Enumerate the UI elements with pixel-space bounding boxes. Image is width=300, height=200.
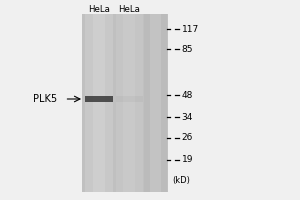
Bar	[116, 14, 142, 192]
Text: 117: 117	[182, 24, 199, 33]
Text: HeLa: HeLa	[118, 5, 140, 15]
Bar	[116, 96, 142, 102]
Text: 48: 48	[182, 90, 193, 99]
Text: 85: 85	[182, 45, 193, 53]
Text: PLK5: PLK5	[33, 94, 57, 104]
Bar	[93, 14, 105, 192]
Text: HeLa: HeLa	[88, 5, 110, 15]
Bar	[82, 14, 168, 192]
Text: (kD): (kD)	[172, 176, 190, 184]
Bar	[85, 14, 112, 192]
Bar	[144, 14, 167, 192]
Bar	[123, 14, 135, 192]
Bar	[150, 14, 160, 192]
Text: 26: 26	[182, 134, 193, 142]
Bar	[85, 96, 112, 102]
Text: 34: 34	[182, 112, 193, 121]
Text: 19: 19	[182, 156, 193, 164]
